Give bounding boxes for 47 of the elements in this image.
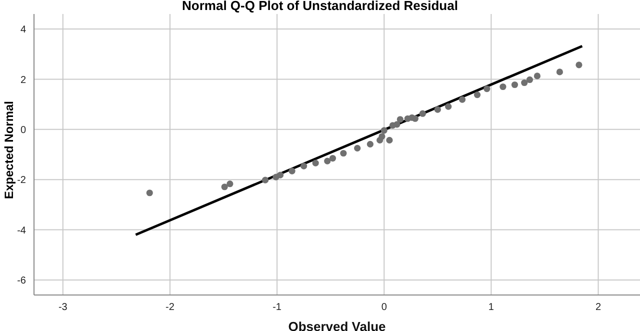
x-tick-label: 1 (488, 302, 494, 314)
point (300, 162, 308, 170)
x-tick-label: 0 (381, 302, 388, 314)
point (312, 160, 319, 166)
point (380, 127, 388, 134)
point (394, 121, 400, 128)
point (340, 150, 347, 157)
x-tick-label: 2 (595, 302, 602, 314)
point (511, 81, 518, 88)
point (366, 140, 374, 148)
point (262, 176, 269, 184)
y-axis-title: Expected Normal (2, 100, 16, 200)
point (324, 158, 331, 164)
point (500, 83, 506, 90)
x-tick-label: -1 (272, 302, 282, 314)
point (221, 184, 228, 190)
y-tick-label: -6 (17, 275, 26, 286)
x-tick-label: -3 (58, 302, 68, 314)
point (412, 115, 418, 122)
point (288, 168, 296, 174)
point (458, 96, 466, 103)
y-tick-label: 2 (20, 74, 26, 86)
y-tick-label: -4 (17, 225, 26, 236)
point (419, 110, 426, 117)
y-tick-label: -2 (17, 175, 26, 186)
point (534, 72, 541, 80)
point (146, 190, 153, 196)
point (396, 116, 404, 123)
point (329, 154, 336, 162)
point (526, 76, 534, 84)
point (556, 68, 563, 76)
y-tick-label: 0 (20, 124, 26, 136)
point (354, 144, 361, 152)
y-tick-label: 4 (20, 24, 26, 36)
point (226, 180, 234, 188)
point (576, 62, 582, 68)
point (276, 172, 284, 178)
chart-title: Normal Q-Q Plot of Unstandardized Residual (181, 0, 459, 13)
point (434, 106, 441, 113)
point (484, 85, 490, 92)
point (474, 91, 481, 98)
point (386, 136, 393, 144)
point (445, 103, 452, 110)
point (378, 133, 386, 140)
point (521, 79, 528, 86)
x-axis-title: Observed Value (288, 319, 386, 331)
x-tick-label: -2 (166, 302, 175, 314)
